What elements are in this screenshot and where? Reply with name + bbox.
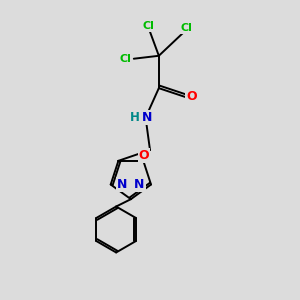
Text: N: N <box>134 178 145 191</box>
Text: O: O <box>187 91 197 103</box>
Text: O: O <box>139 149 149 162</box>
Text: H: H <box>130 111 140 124</box>
Text: Cl: Cl <box>181 23 193 33</box>
Text: Cl: Cl <box>120 54 131 64</box>
Text: N: N <box>117 178 128 191</box>
Text: N: N <box>142 111 152 124</box>
Text: Cl: Cl <box>142 21 154 31</box>
